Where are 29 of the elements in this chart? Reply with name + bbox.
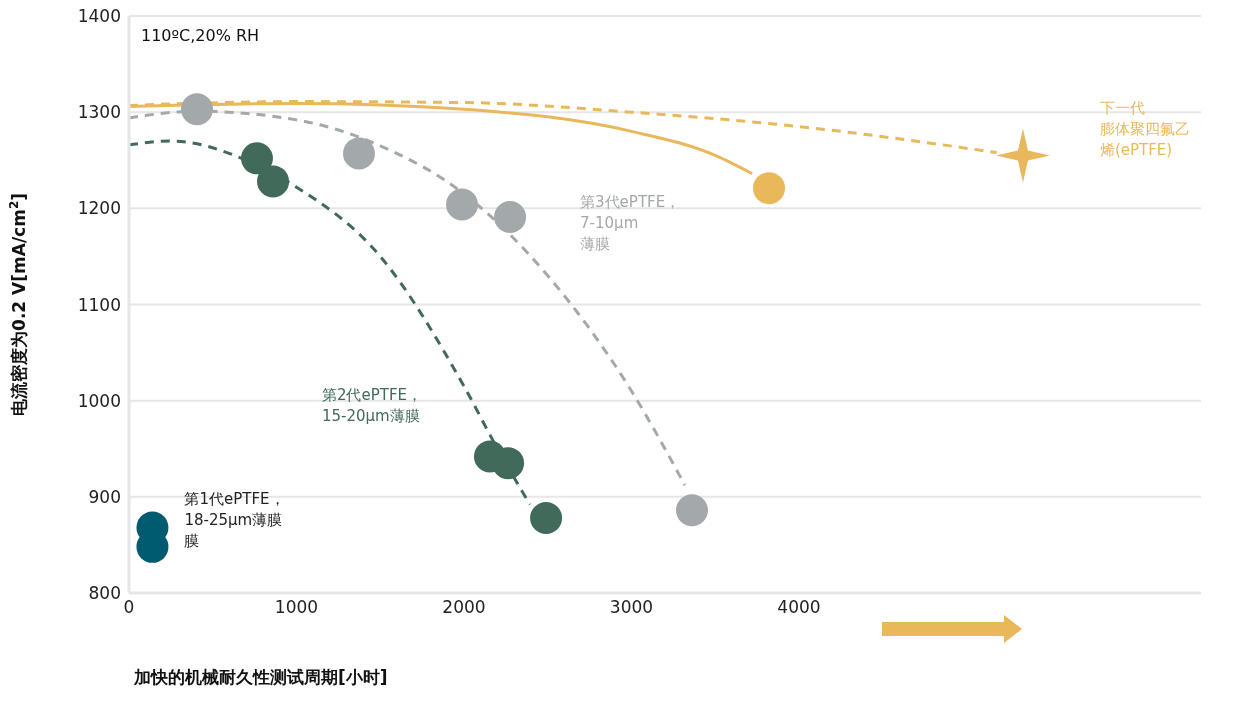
point — [675, 494, 708, 527]
text: 第2代ePTFE，15-20μm薄膜 — [321, 386, 423, 426]
y-tick-label: 1400 — [77, 6, 121, 27]
x-tick-label: 2000 — [442, 597, 486, 618]
y-tick-label: 1200 — [77, 198, 121, 219]
point — [530, 501, 563, 534]
x-tick-label: 4000 — [777, 597, 821, 618]
x-axis-title: 加快的机械耐久性测试周期[小时] — [133, 667, 388, 687]
point — [494, 200, 527, 233]
y-tick-label: 900 — [88, 486, 121, 507]
point — [342, 137, 375, 170]
annotation: 110ºC,20% RH — [141, 26, 260, 45]
x-tick-label: 3000 — [609, 597, 654, 618]
y-tick-label: 800 — [88, 583, 121, 604]
point — [240, 142, 273, 175]
text: 下一代膨体聚四氟乙烯(ePTFE) — [1099, 99, 1190, 160]
x-tick-label: 1000 — [274, 597, 319, 618]
point — [995, 128, 1050, 183]
point — [445, 188, 478, 221]
point — [753, 172, 786, 205]
series-label: 第1代ePTFE，18-25μm薄膜膜 — [184, 489, 285, 550]
point — [492, 447, 525, 480]
text: 第3代ePTFE，7-10μm薄膜 — [580, 192, 681, 253]
y-tick-label: 1000 — [77, 390, 121, 411]
point — [181, 93, 214, 126]
point — [257, 165, 290, 198]
y-tick-label: 1300 — [77, 102, 121, 123]
x-tick-label: 0 — [123, 597, 135, 618]
y-tick-label: 1100 — [77, 294, 121, 315]
